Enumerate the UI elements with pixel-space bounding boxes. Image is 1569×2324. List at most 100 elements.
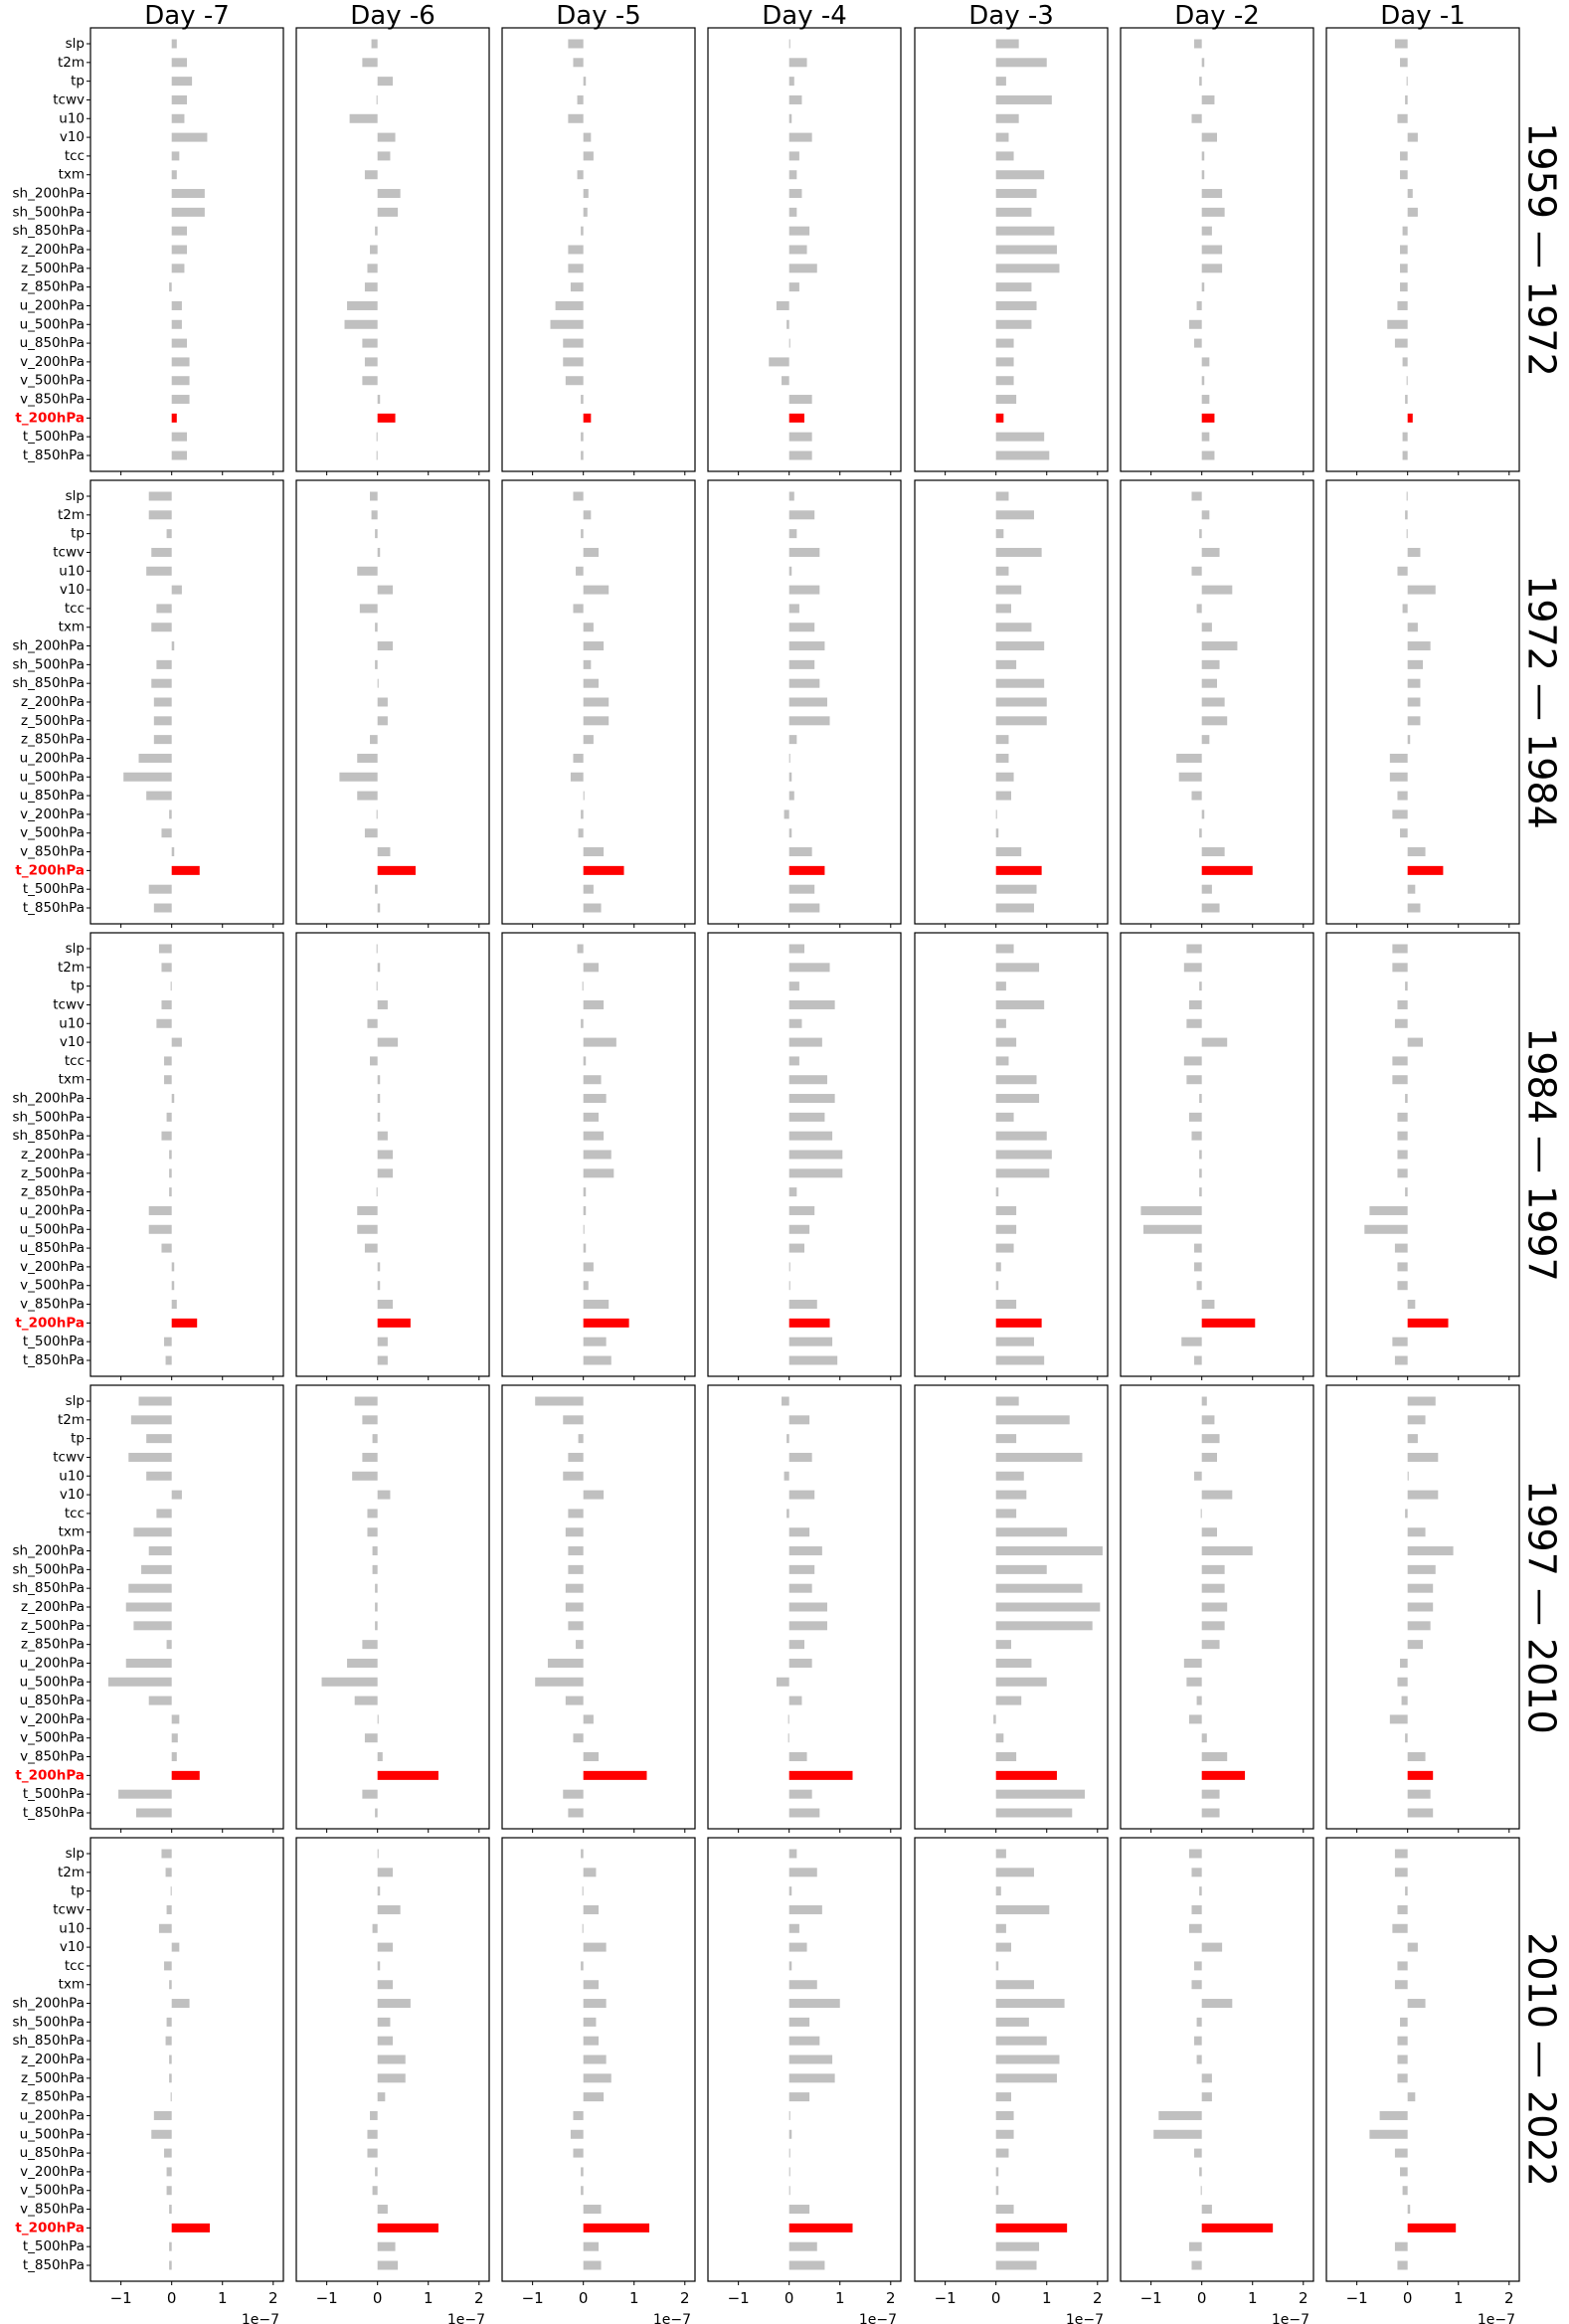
bar-sh_500hPa-r3-c5 [1201,1564,1225,1574]
bar-z_200hPa-r4-c2 [583,2055,607,2064]
bar-sh_850hPa-r4-c3 [788,2036,820,2046]
bar-t2m-r2-c5 [1183,963,1202,973]
ytick-label-u10: u10 [59,110,85,126]
bar-t_200hPa-r2-c1 [377,1318,411,1328]
xtick-label: −1 [935,2289,957,2307]
bar-z_500hPa-r1-c6 [1407,716,1421,726]
ytick-label-u_500hPa: u_500hPa [20,769,85,785]
bar-tcwv-r4-c0 [166,1904,172,1914]
bar-u_200hPa-r0-c6 [1397,300,1408,310]
bar-slp-r4-c0 [161,1849,172,1859]
bar-v_200hPa-r0-c5 [1201,357,1210,367]
bar-sh_500hPa-r1-c4 [995,659,1017,669]
bar-tp-r3-c1 [372,1434,378,1444]
bar-tp-r1-c5 [1199,529,1202,539]
bar-v_850hPa-r0-c0 [171,395,190,405]
bar-v_200hPa-r3-c6 [1389,1714,1408,1724]
bar-txm-r2-c5 [1186,1075,1202,1085]
bar-tcwv-r0-c1 [376,94,378,104]
bar-sh_200hPa-r3-c3 [788,1546,822,1556]
bar-u_200hPa-r0-c2 [555,300,584,310]
bar-u10-r4-c4 [995,1923,1006,1933]
ytick-label-t_500hPa: t_500hPa [23,1786,85,1802]
ytick-label-tcwv: tcwv [53,91,85,107]
bar-sh_200hPa-r4-c6 [1407,1999,1426,2009]
bar-z_850hPa-r4-c1 [377,2092,386,2102]
xtick-label: 0 [373,2289,383,2307]
bar-t_200hPa-r0-c6 [1407,413,1413,423]
bar-t2m-r4-c1 [377,1868,393,1877]
bar-v_850hPa-r4-c2 [583,2205,602,2215]
bar-z_200hPa-r3-c3 [788,1602,827,1612]
ytick-label-sh_200hPa: sh_200hPa [13,638,85,654]
panel-frame-r3-c4 [914,1384,1109,1830]
bar-sh_500hPa-r1-c3 [788,659,815,669]
panel-frame-r4-c4 [914,1837,1109,2282]
bar-u_200hPa-r3-c6 [1400,1658,1408,1668]
ytick-label-tp: tp [71,1883,85,1899]
ytick-label-u_850hPa: u_850hPa [20,1240,85,1256]
panel-frame-r0-c4 [914,27,1109,472]
bar-z_850hPa-r4-c6 [1407,2092,1416,2102]
bar-u10-r4-c3 [788,1923,799,1933]
ytick-label-t2m: t2m [58,507,85,523]
bar-u_850hPa-r4-c5 [1194,2148,1202,2158]
bar-z_200hPa-r4-c6 [1397,2055,1408,2064]
bar-t_500hPa-r3-c6 [1407,1789,1431,1799]
bar-sh_200hPa-r2-c6 [1405,1094,1408,1104]
bar-tp-r4-c5 [1199,1886,1202,1896]
bar-v10-r1-c1 [377,585,393,595]
panel-frame-r1-c6 [1325,479,1520,925]
xtick-label: 1 [1042,2289,1052,2307]
bar-t_850hPa-r4-c1 [377,2260,399,2270]
bar-t2m-r0-c4 [995,58,1047,68]
bar-t2m-r4-c4 [995,1868,1034,1877]
bar-tcc-r0-c1 [377,151,391,161]
bar-t_850hPa-r0-c6 [1402,450,1408,460]
bar-z_850hPa-r2-c0 [169,1187,172,1197]
bar-v_200hPa-r1-c6 [1392,809,1408,819]
bar-t_850hPa-r1-c6 [1407,903,1421,913]
panel-frame-r0-c3 [707,27,902,472]
bar-txm-r0-c4 [995,170,1045,180]
ytick-label-u10: u10 [59,1015,85,1031]
bar-u10-r2-c6 [1394,1018,1408,1028]
bar-z_500hPa-r0-c1 [367,264,378,273]
ytick-label-t_200hPa: t_200hPa [15,1767,85,1783]
bar-u10-r1-c5 [1191,566,1202,576]
bar-u_500hPa-r1-c3 [788,772,792,782]
bar-tcwv-r2-c5 [1188,999,1202,1009]
ytick-label-u10: u10 [59,1468,85,1484]
ytick-label-v_500hPa: v_500hPa [20,1278,85,1294]
bar-tcc-r4-c1 [377,1961,381,1971]
bar-sh_500hPa-r4-c2 [583,2017,597,2027]
bar-sh_200hPa-r4-c1 [377,1999,411,2009]
bar-u10-r3-c2 [563,1471,584,1481]
column-title-day-5: Day -5 [556,1,641,31]
bar-v_200hPa-r2-c3 [788,1262,790,1272]
bar-v10-r3-c4 [995,1490,1027,1500]
bar-u_500hPa-r0-c4 [995,319,1032,329]
xtick-label: 2 [680,2289,690,2307]
row-title-3: 1997 — 2010 [1520,1480,1564,1734]
bar-z_200hPa-r2-c3 [788,1150,843,1160]
bar-u_500hPa-r1-c5 [1178,772,1202,782]
bar-z_850hPa-r4-c3 [788,2092,810,2102]
bar-v_200hPa-r2-c1 [377,1262,381,1272]
bar-t_850hPa-r2-c5 [1194,1355,1202,1365]
bar-sh_850hPa-r2-c1 [377,1131,388,1141]
bar-tp-r4-c2 [582,1886,584,1896]
panel-frame-r0-c2 [501,27,696,472]
bar-t_200hPa-r4-c5 [1201,2223,1274,2233]
bar-txm-r3-c1 [367,1527,378,1537]
bar-z_200hPa-r1-c3 [788,697,827,707]
bar-txm-r3-c3 [788,1527,810,1537]
bar-v_200hPa-r1-c3 [784,809,789,819]
ytick-label-u_500hPa: u_500hPa [20,2126,85,2142]
bar-u10-r0-c0 [171,113,185,123]
bar-u_500hPa-r2-c5 [1142,1224,1202,1234]
bar-tcwv-r3-c0 [128,1452,172,1462]
xtick-label: 2 [1504,2289,1514,2307]
bar-z_850hPa-r1-c4 [995,735,1009,745]
ytick-label-t_500hPa: t_500hPa [23,1334,85,1349]
